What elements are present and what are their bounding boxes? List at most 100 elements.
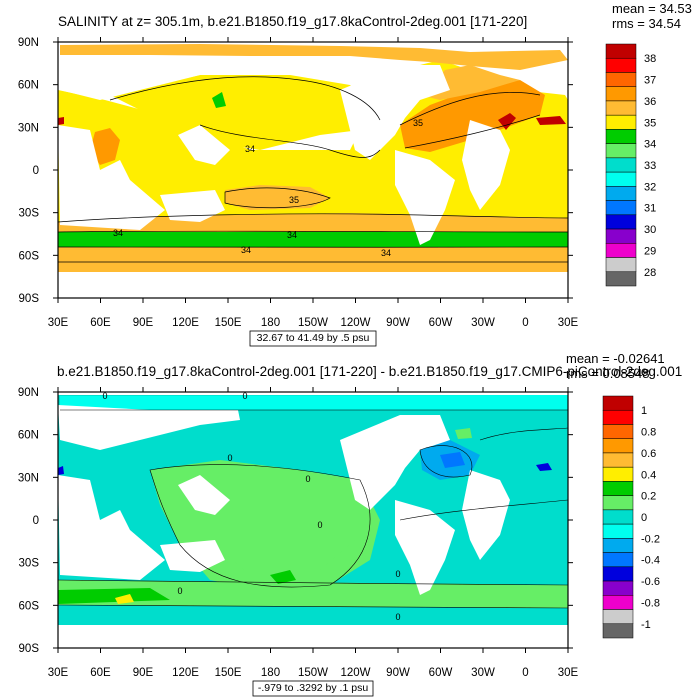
contour-label: 0 <box>395 612 400 622</box>
colorbar-label: 28 <box>644 267 656 279</box>
colorbar-label: 32 <box>644 181 656 193</box>
y-tick-label: 90S <box>19 643 40 655</box>
contour-label: 34 <box>113 228 123 238</box>
colorbar-swatch <box>605 143 637 159</box>
colorbar-swatch <box>605 157 637 173</box>
colorbar-swatch <box>602 523 634 539</box>
colorbar-label: 29 <box>644 245 656 257</box>
x-tick-label: 150E <box>215 667 242 679</box>
difference-map-field <box>58 392 568 648</box>
colorbar-swatch <box>602 509 634 525</box>
colorbar-label: 31 <box>644 203 656 215</box>
x-tick-label: 120W <box>340 667 370 679</box>
colorbar-swatch <box>602 466 634 482</box>
range-label: -.979 to .3292 by .1 psu <box>258 682 368 694</box>
y-tick-label: 60N <box>18 80 39 92</box>
colorbar-label: 33 <box>644 160 656 172</box>
map-axes: 30E 60E 90E 120E 150E 180 150W 120W 90W 60W 30W 0 30… <box>18 387 579 679</box>
colorbar-label: -0.6 <box>641 576 660 588</box>
colorbar-swatch <box>602 495 634 511</box>
colorbar-label: 34 <box>644 139 656 151</box>
colorbar-label: 0.2 <box>641 491 656 503</box>
x-tick-label: 150W <box>298 317 328 329</box>
panel-title: SALINITY at z= 305.1m, b.e21.B1850.f19_g… <box>58 14 527 29</box>
contour-label: 0 <box>395 569 400 579</box>
colorbar: 1 0.8 0.6 0.4 0.2 0 -0.2 -0.4 -0.6 -0.8 -1 <box>602 395 660 639</box>
map-axes: 30E 60E 90E 120E 150E 180 150W 120W 90W 60W 30W 0 30… <box>18 37 579 329</box>
x-tick-label: 30W <box>471 317 495 329</box>
x-tick-label: 60W <box>429 667 453 679</box>
contour-label: 0 <box>227 453 232 463</box>
colorbar-swatch <box>605 186 637 201</box>
contour-label: 0 <box>305 474 310 484</box>
y-tick-label: 90N <box>18 387 39 399</box>
contour-label: 0 <box>102 391 107 401</box>
colorbar-swatch <box>602 438 634 454</box>
colorbar-swatch <box>605 43 637 59</box>
salinity-map-field <box>58 42 568 298</box>
colorbar-swatch <box>605 72 637 87</box>
x-tick-label: 0 <box>522 667 528 679</box>
colorbar-swatch <box>605 171 637 187</box>
y-tick-label: 90N <box>18 37 39 49</box>
contour-label: 34 <box>381 248 391 258</box>
contour-label: 0 <box>177 586 182 596</box>
colorbar: 38 37 36 35 34 33 32 31 30 29 28 <box>605 43 656 287</box>
contour-label: 35 <box>289 195 299 205</box>
colorbar-swatch <box>605 228 637 244</box>
colorbar-swatch <box>602 424 634 439</box>
panel-salinity-difference: b.e21.B1850.f19_g17.8kaControl-2deg.001 … <box>18 351 682 697</box>
colorbar-label: 1 <box>641 405 647 417</box>
x-tick-label: 0 <box>522 317 528 329</box>
panel-title: b.e21.B1850.f19_g17.8kaControl-2deg.001 … <box>57 364 682 379</box>
x-tick-label: 60E <box>90 667 111 679</box>
colorbar-swatch <box>605 257 637 273</box>
colorbar-swatch <box>602 481 634 496</box>
colorbar-swatch <box>605 57 637 73</box>
y-tick-label: 0 <box>33 165 39 177</box>
colorbar-label: 0.8 <box>641 427 656 439</box>
x-tick-label: 30E <box>48 667 69 679</box>
colorbar-swatch <box>602 452 634 468</box>
colorbar-label: 36 <box>644 96 656 108</box>
range-label: 32.67 to 41.49 by .5 psu <box>257 332 370 344</box>
x-tick-label: 120E <box>172 317 199 329</box>
contour-label: 34 <box>287 230 297 240</box>
y-tick-label: 90S <box>19 293 40 305</box>
contour-label: 0 <box>317 520 322 530</box>
x-tick-label: 30E <box>48 317 69 329</box>
colorbar-swatch <box>605 271 637 287</box>
contour-label: 34 <box>241 245 251 255</box>
x-tick-label: 90E <box>133 667 154 679</box>
x-tick-label: 120W <box>340 317 370 329</box>
colorbar-label: 38 <box>644 53 656 65</box>
stat-mean: mean = 34.53 <box>612 1 692 16</box>
x-tick-label: 150W <box>298 667 328 679</box>
colorbar-swatch <box>602 623 634 639</box>
range-label-box <box>249 330 377 347</box>
colorbar-swatch <box>605 200 637 216</box>
y-tick-label: 30N <box>18 122 39 134</box>
x-tick-label: 150E <box>215 317 242 329</box>
x-tick-label: 120E <box>172 667 199 679</box>
contour-label: 35 <box>413 118 423 128</box>
colorbar-swatch <box>602 609 634 625</box>
colorbar-label: -0.2 <box>641 533 660 545</box>
colorbar-label: 0.6 <box>641 448 656 460</box>
contour-label: 34 <box>245 144 255 154</box>
colorbar-label: 0 <box>641 512 647 524</box>
colorbar-swatch <box>602 409 634 425</box>
stat-rms: rms = 0.08548 <box>566 366 649 381</box>
colorbar-swatch <box>602 566 634 582</box>
colorbar-swatch <box>605 100 637 116</box>
y-tick-label: 30S <box>19 208 40 220</box>
stat-mean: mean = -0.02641 <box>566 351 665 366</box>
contour-label: 0 <box>242 391 247 401</box>
x-tick-label: 60E <box>90 317 111 329</box>
colorbar-swatch <box>602 538 634 553</box>
x-tick-label: 30E <box>558 317 579 329</box>
colorbar-label: -0.4 <box>641 555 660 567</box>
y-tick-label: 30S <box>19 558 40 570</box>
colorbar-swatch <box>602 395 634 411</box>
